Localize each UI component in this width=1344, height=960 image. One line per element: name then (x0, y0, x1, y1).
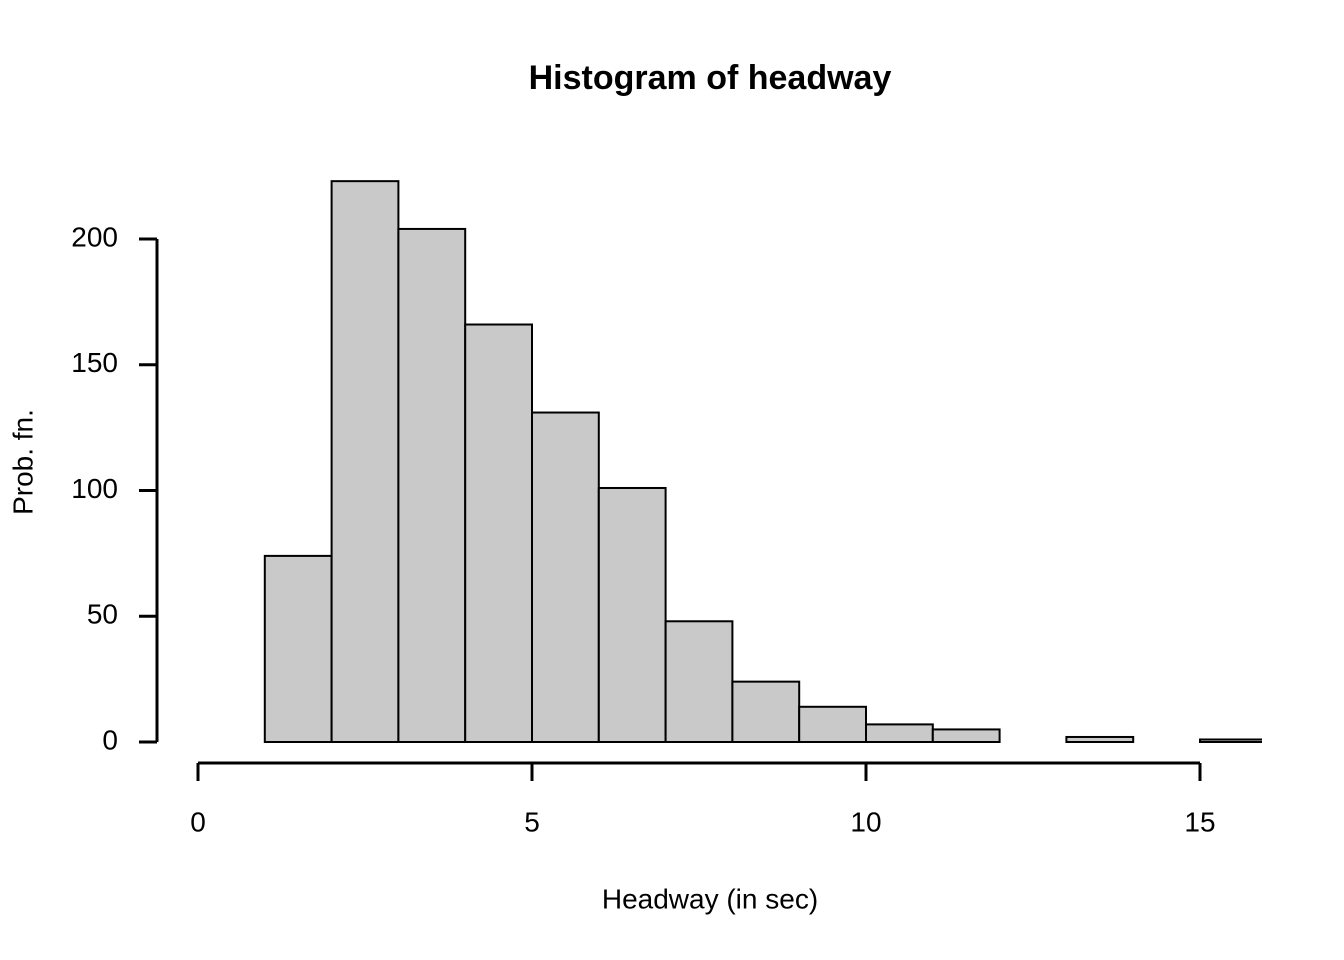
bar (397, 227, 467, 743)
x-tick-label: 10 (850, 806, 881, 837)
x-tick-label: 5 (524, 806, 540, 837)
bar (798, 705, 868, 743)
y-tick-label: 50 (87, 599, 118, 630)
bar (664, 620, 734, 744)
bar (731, 680, 801, 744)
x-tick-label: 0 (190, 806, 206, 837)
y-tick-label: 0 (102, 724, 118, 755)
bar (1199, 738, 1262, 743)
y-tick-label: 150 (71, 347, 118, 378)
plot-area (263, 180, 1262, 744)
bar (931, 728, 1001, 743)
y-tick-label: 200 (71, 221, 118, 252)
bar (330, 180, 400, 743)
x-tick-label: 15 (1184, 806, 1215, 837)
bar (464, 323, 534, 743)
chart-title: Histogram of headway (529, 59, 892, 97)
bar (865, 723, 934, 744)
bar (1065, 735, 1135, 743)
y-axis-label: Prob. fn. (7, 409, 38, 515)
x-axis-label: Headway (in sec) (602, 883, 818, 914)
bar (531, 411, 600, 743)
bar (597, 486, 667, 743)
bar (263, 554, 333, 744)
y-tick-label: 100 (71, 473, 118, 504)
